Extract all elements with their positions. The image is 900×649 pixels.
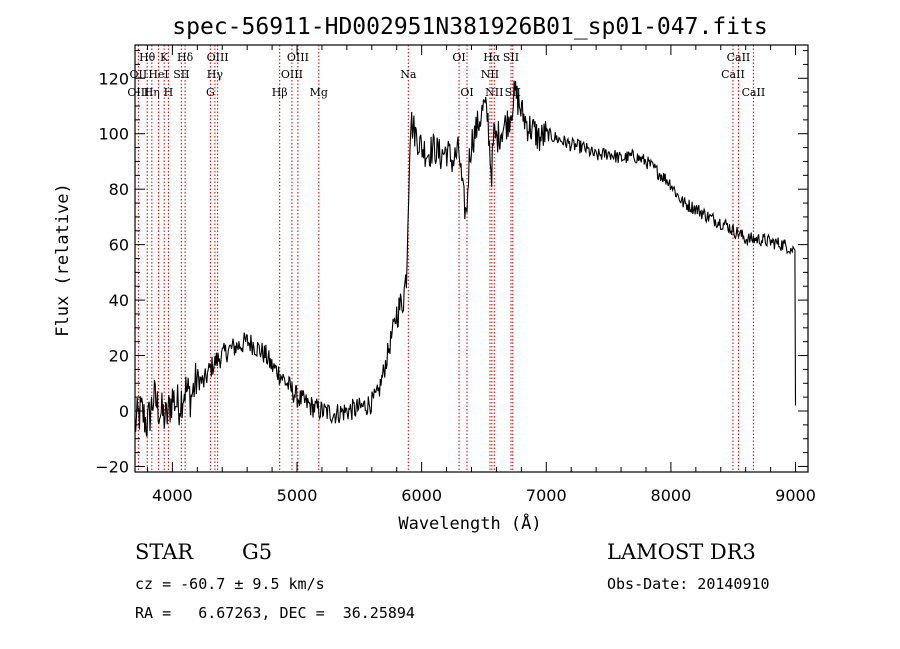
- line-label: Hγ: [207, 68, 224, 81]
- line-label: Mg: [310, 86, 328, 99]
- line-label: NII: [481, 68, 499, 81]
- line-label: Hθ: [139, 51, 156, 64]
- x-tick-label: 8000: [651, 486, 692, 505]
- x-tick-label: 4000: [152, 486, 193, 505]
- line-label: Na: [400, 68, 417, 81]
- line-label: OII: [130, 68, 148, 81]
- line-label: K: [160, 51, 169, 64]
- line-label: OIII: [287, 51, 309, 64]
- y-tick-label: 60: [109, 236, 129, 255]
- line-label: SII: [503, 51, 519, 64]
- y-tick-label: 80: [109, 180, 129, 199]
- line-label: OIII: [281, 68, 303, 81]
- line-label: OI: [460, 86, 473, 99]
- subclass-label: G5: [242, 540, 273, 564]
- chart-title: spec-56911-HD002951N381926B01_sp01-047.f…: [172, 14, 767, 40]
- line-label: Hη: [144, 86, 160, 99]
- axis-ticks: 4000 5000 6000 7000 8000 9000 −20 0 20 40 60 80 100 1…: [95, 45, 816, 505]
- x-tick-label: 7000: [526, 486, 567, 505]
- y-tick-label: 100: [98, 125, 129, 144]
- y-tick-label: 40: [109, 291, 129, 310]
- line-label: OI: [452, 51, 465, 64]
- obs-date-text: Obs-Date: 20140910: [607, 575, 770, 593]
- line-label: G: [206, 86, 215, 99]
- redshift-text: cz = -60.7 ± 9.5 km/s: [135, 575, 325, 593]
- line-label: CaII: [727, 51, 751, 64]
- line-label: H: [164, 86, 174, 99]
- plot-frame: [134, 44, 809, 473]
- line-label: CaII: [721, 68, 745, 81]
- line-label: Hδ: [177, 51, 194, 64]
- x-tick-label: 5000: [277, 486, 318, 505]
- y-tick-label: 20: [109, 347, 129, 366]
- coordinates-text: RA = 6.67263, DEC = 36.25894: [135, 604, 415, 622]
- line-label: OIII: [207, 51, 229, 64]
- flux-series-line: [134, 80, 797, 437]
- y-axis-label: Flux (relative): [53, 183, 73, 337]
- x-tick-label: 6000: [401, 486, 442, 505]
- x-axis-label: Wavelength (Å): [398, 512, 541, 534]
- y-tick-label: 0: [119, 402, 129, 421]
- line-label: Hα: [483, 51, 501, 64]
- line-label: Hβ: [272, 86, 288, 99]
- y-tick-label: 120: [98, 69, 129, 88]
- line-label: NII: [485, 86, 503, 99]
- survey-label: LAMOST DR3: [607, 540, 756, 564]
- x-tick-label: 9000: [775, 486, 816, 505]
- class-label: STAR: [135, 540, 194, 564]
- line-label: SII: [173, 68, 189, 81]
- emission-line-markers: [137, 45, 754, 472]
- line-label: CaII: [742, 86, 766, 99]
- y-tick-label: −20: [95, 457, 129, 476]
- line-label: HeI: [148, 68, 168, 81]
